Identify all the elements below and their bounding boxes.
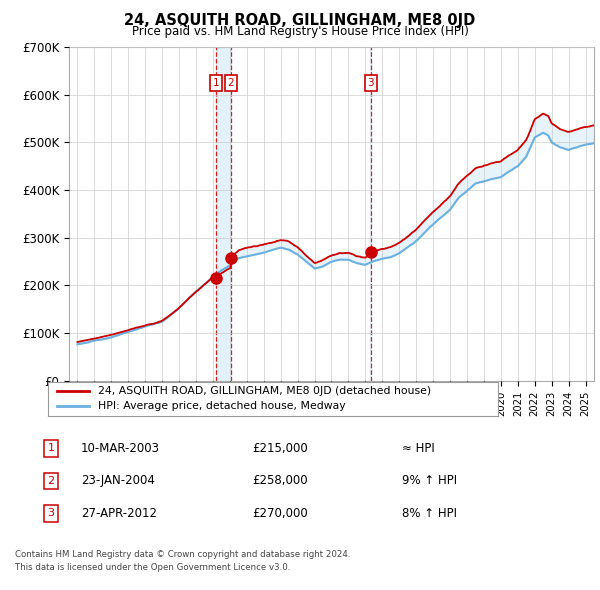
Text: 24, ASQUITH ROAD, GILLINGHAM, ME8 0JD (detached house): 24, ASQUITH ROAD, GILLINGHAM, ME8 0JD (d… [97, 386, 431, 396]
Text: ≈ HPI: ≈ HPI [402, 442, 435, 455]
Text: 1: 1 [47, 444, 55, 453]
Text: 24, ASQUITH ROAD, GILLINGHAM, ME8 0JD: 24, ASQUITH ROAD, GILLINGHAM, ME8 0JD [124, 13, 476, 28]
Text: 3: 3 [47, 509, 55, 518]
Text: 2: 2 [47, 476, 55, 486]
Text: £215,000: £215,000 [252, 442, 308, 455]
Text: 3: 3 [367, 78, 374, 88]
Text: Contains HM Land Registry data © Crown copyright and database right 2024.: Contains HM Land Registry data © Crown c… [15, 550, 350, 559]
Text: This data is licensed under the Open Government Licence v3.0.: This data is licensed under the Open Gov… [15, 563, 290, 572]
Text: 9% ↑ HPI: 9% ↑ HPI [402, 474, 457, 487]
Text: 1: 1 [213, 78, 220, 88]
Text: HPI: Average price, detached house, Medway: HPI: Average price, detached house, Medw… [97, 401, 345, 411]
Bar [370, 47, 371, 381]
Bar [216, 47, 231, 381]
Text: £270,000: £270,000 [252, 507, 308, 520]
Text: 10-MAR-2003: 10-MAR-2003 [81, 442, 160, 455]
Text: £258,000: £258,000 [252, 474, 308, 487]
Text: Price paid vs. HM Land Registry's House Price Index (HPI): Price paid vs. HM Land Registry's House … [131, 25, 469, 38]
Text: 2: 2 [227, 78, 234, 88]
Text: 23-JAN-2004: 23-JAN-2004 [81, 474, 155, 487]
Text: 8% ↑ HPI: 8% ↑ HPI [402, 507, 457, 520]
Text: 27-APR-2012: 27-APR-2012 [81, 507, 157, 520]
